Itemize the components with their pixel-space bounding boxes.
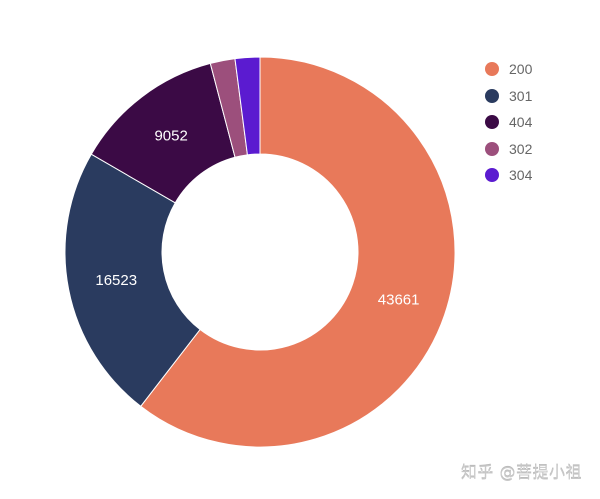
slice-value-label: 16523 [95,272,137,289]
legend-label: 302 [509,140,533,157]
legend-item-304[interactable]: 304 [485,162,532,189]
legend-item-301[interactable]: 301 [485,83,532,110]
slice-301[interactable] [64,153,201,407]
slice-200[interactable] [140,56,456,448]
legend-dot-icon [485,168,499,183]
watermark: 知乎 @菩提小祖 [460,463,582,482]
legend-dot-icon [485,115,499,130]
legend-dot-icon [485,62,499,77]
slice-304[interactable] [234,56,261,156]
slice-value-label: 43661 [378,291,420,308]
slice-labels: 43661 16523 9052 [95,128,419,309]
legend-label: 301 [509,87,533,104]
legend-item-200[interactable]: 200 [485,56,532,83]
legend-item-302[interactable]: 302 [485,136,532,163]
legend-dot-icon [485,141,499,156]
donut-slices [64,56,456,448]
legend-dot-icon [485,88,499,103]
legend-item-404[interactable]: 404 [485,109,532,136]
legend-label: 404 [509,114,533,131]
slice-value-label: 9052 [154,128,187,145]
legend-label: 304 [509,167,533,184]
legend: 200 301 404 302 304 [485,56,532,189]
legend-label: 200 [509,61,533,78]
